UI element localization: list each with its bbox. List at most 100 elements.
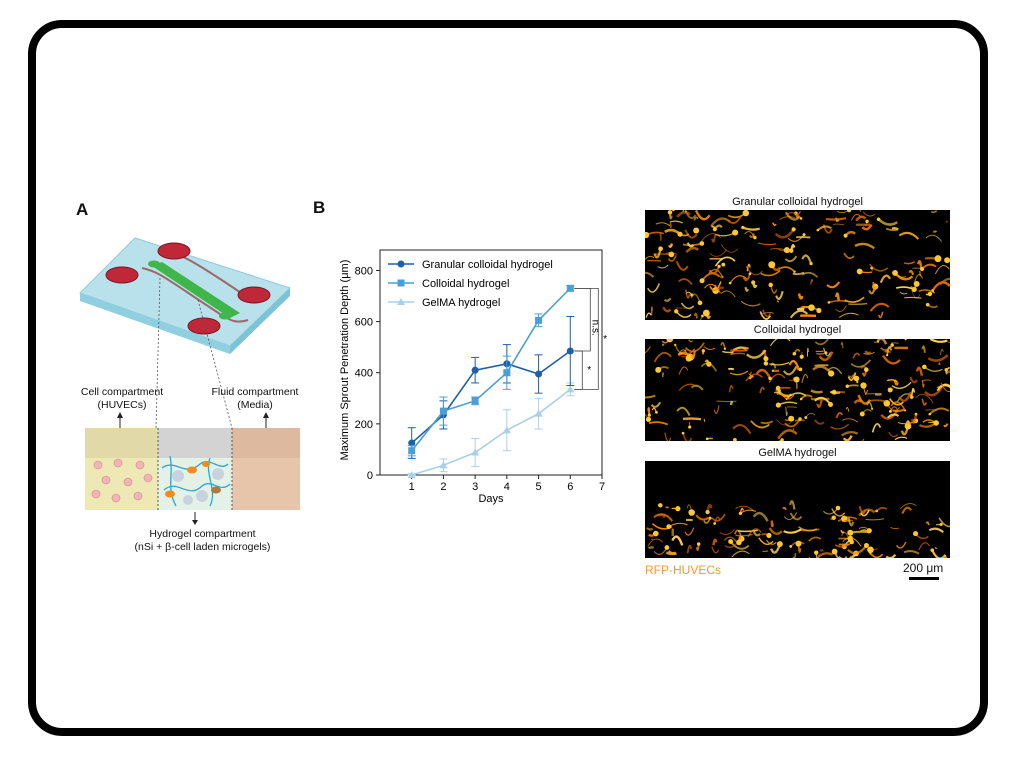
vessel-sprout	[693, 312, 698, 319]
vessel-sprout	[826, 281, 841, 289]
vessel-sprout	[685, 246, 699, 253]
cell-signal	[890, 343, 894, 347]
micrograph-granular	[645, 210, 950, 320]
y-tick-label: 400	[355, 368, 373, 380]
vessel-sprout	[904, 296, 922, 299]
vessel-sprout	[890, 527, 900, 530]
vessel-sprout	[782, 506, 787, 511]
vessel-sprout	[918, 542, 930, 551]
vessel-sprout	[647, 538, 664, 547]
vessel-sprout	[789, 512, 803, 521]
vessel-sprout	[806, 347, 809, 357]
vessel-sprout	[864, 350, 872, 355]
cell-signal	[892, 270, 898, 276]
vessel-sprout	[877, 218, 898, 226]
vessel-sprout	[742, 273, 751, 282]
vessel-sprout	[729, 275, 748, 284]
vessel-sprout	[830, 423, 850, 430]
vessel-sprout	[748, 371, 752, 376]
vessel-sprout	[943, 423, 949, 428]
vessel-sprout	[876, 339, 888, 345]
vessel-sprout	[759, 386, 765, 394]
vessel-sprout	[801, 271, 819, 278]
data-point	[471, 366, 479, 374]
vessel-sprout	[913, 273, 923, 284]
data-point	[535, 316, 543, 324]
vessel-sprout	[924, 387, 943, 397]
vessel-sprout	[665, 252, 678, 255]
vessel-sprout	[712, 538, 718, 546]
cell-signal	[876, 217, 881, 221]
micrograph-gelma	[645, 461, 950, 558]
vessel-sprout	[891, 381, 912, 389]
vessel-sprout	[655, 222, 671, 227]
cell-signal	[871, 407, 874, 410]
vessel-sprout	[792, 271, 805, 276]
cell-signal	[712, 227, 717, 232]
cell-signal	[655, 366, 662, 373]
cell-signal	[748, 272, 752, 276]
vessel-sprout	[914, 393, 934, 404]
vessel-sprout	[657, 264, 669, 269]
scale-bar	[909, 577, 939, 580]
vessel-sprout	[859, 210, 862, 212]
vessel-sprout	[875, 506, 888, 512]
cell-signal	[658, 503, 663, 508]
cell-signal	[875, 509, 878, 513]
vessel-sprout	[886, 345, 893, 356]
vessel-sprout	[728, 367, 735, 371]
vessel-sprout	[783, 512, 798, 521]
vessel-sprout	[662, 306, 672, 313]
cell-signal	[863, 543, 869, 549]
vessel-sprout	[778, 390, 795, 400]
vessel-sprout	[720, 290, 736, 298]
cell-signal	[860, 382, 867, 389]
cell-signal	[793, 376, 800, 383]
cell-signal	[856, 268, 863, 275]
vessel-sprout	[842, 418, 859, 423]
vessel-sprout	[800, 394, 813, 400]
data-point	[566, 385, 575, 393]
vessel-sprout	[877, 311, 884, 319]
vessel-sprout	[684, 229, 698, 239]
data-point	[566, 347, 574, 355]
cell-signal	[830, 390, 833, 394]
vessel-sprout	[847, 517, 855, 527]
vessel-sprout	[724, 542, 738, 549]
vessel-sprout	[894, 436, 908, 441]
vessel-sprout	[858, 506, 867, 515]
vessel-sprout	[745, 373, 763, 382]
vessel-sprout	[891, 342, 899, 344]
vessel-sprout	[911, 289, 921, 299]
vessel-sprout	[927, 354, 949, 362]
cell-signal	[693, 227, 700, 234]
cell-signal	[701, 314, 704, 318]
legend-entry: Granular colloidal hydrogel	[422, 259, 553, 271]
data-point	[503, 369, 511, 377]
vessel-sprout	[684, 527, 695, 536]
vessel-sprout	[671, 535, 684, 546]
cell-signal	[789, 248, 794, 253]
cell-signal	[914, 412, 918, 416]
cell-signal	[666, 339, 674, 343]
vessel-sprout	[925, 521, 930, 526]
vessel-sprout	[694, 210, 711, 221]
cell-signal	[685, 355, 693, 362]
data-point	[439, 407, 447, 415]
vessel-sprout	[828, 299, 848, 304]
vessel-sprout	[676, 211, 691, 218]
cell-signal	[717, 264, 721, 268]
micrograph-colloidal	[645, 339, 950, 441]
vessel-sprout	[711, 546, 720, 554]
vessel-sprout	[880, 409, 899, 420]
x-tick-label: 6	[567, 481, 573, 493]
reservoir	[157, 242, 191, 260]
vessel-sprout	[716, 400, 737, 403]
reservoir	[105, 266, 139, 284]
vessel-sprout	[650, 306, 653, 316]
vessel-sprout	[770, 362, 777, 369]
cell-signal	[652, 530, 659, 537]
vessel-sprout	[648, 421, 669, 426]
vessel-sprout	[831, 391, 841, 395]
vessel-sprout	[860, 509, 870, 517]
